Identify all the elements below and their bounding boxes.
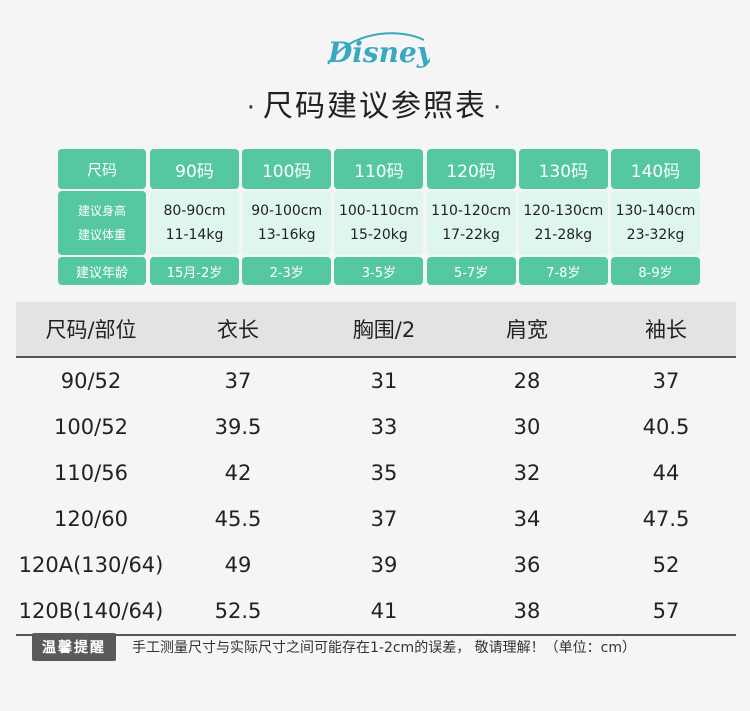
- table-cell: 34: [513, 507, 541, 531]
- rec-age-2: 3-5岁: [334, 257, 424, 285]
- rec-size-2: 110码: [334, 149, 424, 189]
- table-cell: 30: [513, 415, 541, 439]
- table-cell: 28: [513, 369, 541, 393]
- label-weight: 建议体重: [77, 228, 126, 242]
- table-cell: 39.5: [214, 415, 262, 439]
- title-dot-right: ·: [493, 93, 504, 123]
- label-height: 建议身高: [77, 204, 126, 218]
- rec-age-0: 15月-2岁: [150, 257, 239, 285]
- rec-weight: 11-14kg: [165, 227, 224, 243]
- rec-size-0: 90码: [150, 149, 239, 189]
- table-cell: 31: [370, 369, 398, 393]
- table-cell: 37: [652, 369, 680, 393]
- table-cell: 110/56: [54, 461, 128, 485]
- table-cell: 42: [224, 461, 252, 485]
- rec-weight: 23-32kg: [626, 227, 685, 243]
- table-row: 90/52 37 31 28 37: [16, 357, 736, 404]
- rec-weight: 13-16kg: [257, 227, 316, 243]
- rec-height: 80-90cm: [163, 203, 226, 219]
- size-recommendation-grid: 尺码 建议身高 建议体重 建议年龄 90码 80-90cm 11-14kg 15月-2…: [58, 149, 702, 285]
- table-cell: 49: [224, 553, 252, 577]
- table-cell: 44: [652, 461, 680, 485]
- table-row: 110/56 42 35 32 44: [16, 450, 736, 496]
- rec-height: 110-120cm: [431, 203, 512, 219]
- disney-logo: Disney: [0, 22, 750, 72]
- size-chart-table: 尺码/部位 衣长 胸围/2 肩宽 袖长 90/52 37 31 28 37 100/52 3…: [16, 302, 736, 636]
- header-sleeve: 袖长: [596, 302, 736, 358]
- rec-age-3: 5-7岁: [426, 257, 516, 285]
- table-row: 120B(140/64) 52.5 41 38 57: [16, 588, 736, 636]
- table-cell: 36: [513, 553, 541, 577]
- rec-height: 130-140cm: [615, 203, 696, 219]
- table-header-row: 尺码/部位 衣长 胸围/2 肩宽 袖长: [16, 302, 736, 358]
- table-cell: 32: [513, 461, 541, 485]
- title-dot-left: ·: [246, 93, 257, 123]
- table-row: 120/60 45.5 37 34 47.5: [16, 496, 736, 542]
- label-age: 建议年龄: [58, 257, 146, 285]
- table-cell: 33: [370, 415, 398, 439]
- rec-height: 120-130cm: [523, 203, 604, 219]
- rec-weight: 21-28kg: [534, 227, 593, 243]
- rec-height: 90-100cm: [251, 203, 323, 219]
- label-size: 尺码: [58, 149, 146, 189]
- rec-age-5: 8-9岁: [611, 257, 700, 285]
- rec-height-weight-4: 120-130cm 21-28kg: [518, 191, 608, 255]
- page-title: · 尺码建议参照表 ·: [0, 84, 750, 130]
- rec-size-4: 130码: [518, 149, 608, 189]
- table-cell: 37: [224, 369, 252, 393]
- disney-logo-icon: Disney: [327, 32, 430, 69]
- rec-size-3: 120码: [426, 149, 516, 189]
- table-cell: 39: [370, 553, 398, 577]
- reminder-note: 温馨提醒 手工测量尺寸与实际尺寸之间可能存在1-2cm的误差， 敬请理解！（单位…: [32, 633, 732, 661]
- header-size: 尺码/部位: [16, 302, 166, 358]
- rec-size-1: 100码: [242, 149, 332, 189]
- table-cell: 37: [370, 507, 398, 531]
- table-cell: 120A(130/64): [18, 553, 164, 577]
- table-cell: 52.5: [166, 588, 310, 636]
- table-cell: 41: [310, 588, 458, 636]
- rec-age-4: 7-8岁: [518, 257, 608, 285]
- logo-text: Disney: [327, 36, 430, 69]
- label-height-weight: 建议身高 建议体重: [58, 191, 146, 255]
- rec-weight: 15-20kg: [350, 227, 408, 243]
- header-chest: 胸围/2: [310, 302, 458, 358]
- header-shoulder: 肩宽: [458, 302, 596, 358]
- header-length: 衣长: [166, 302, 310, 358]
- rec-height-weight-0: 80-90cm 11-14kg: [150, 191, 239, 255]
- table-cell: 35: [370, 461, 398, 485]
- table-cell: 52: [652, 553, 680, 577]
- rec-height-weight-1: 90-100cm 13-16kg: [242, 191, 332, 255]
- rec-height-weight-2: 100-110cm 15-20kg: [334, 191, 424, 255]
- table-cell: 57: [596, 588, 736, 636]
- table-cell: 90/52: [60, 369, 122, 393]
- rec-age-1: 2-3岁: [242, 257, 332, 285]
- table-cell: 100/52: [54, 415, 128, 439]
- table-cell: 40.5: [642, 415, 690, 439]
- reminder-badge: 温馨提醒: [32, 633, 116, 661]
- rec-height-weight-3: 110-120cm 17-22kg: [426, 191, 516, 255]
- rec-weight: 17-22kg: [442, 227, 500, 243]
- table-cell: 45.5: [214, 507, 262, 531]
- rec-height: 100-110cm: [338, 203, 419, 219]
- reminder-text: 手工测量尺寸与实际尺寸之间可能存在1-2cm的误差， 敬请理解！（单位：cm）: [132, 640, 636, 656]
- table-cell: 120/60: [54, 507, 128, 531]
- table-cell: 47.5: [642, 507, 690, 531]
- table-row: 100/52 39.5 33 30 40.5: [16, 404, 736, 450]
- rec-height-weight-5: 130-140cm 23-32kg: [611, 191, 700, 255]
- title-text: 尺码建议参照表: [263, 89, 487, 124]
- table-row: 120A(130/64) 49 39 36 52: [16, 542, 736, 588]
- table-cell: 38: [458, 588, 596, 636]
- rec-size-5: 140码: [611, 149, 700, 189]
- table-cell: 120B(140/64): [16, 588, 166, 636]
